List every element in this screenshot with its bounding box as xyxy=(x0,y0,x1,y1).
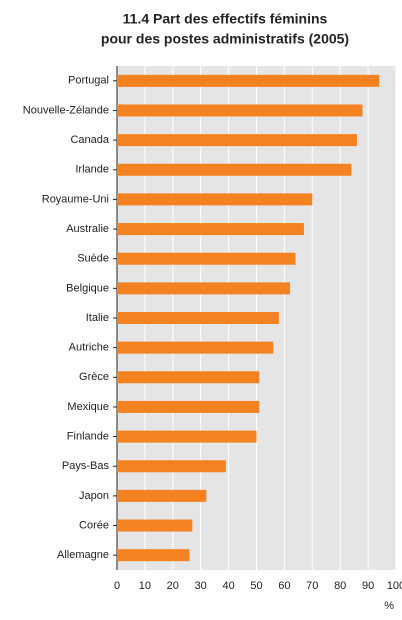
bar xyxy=(117,519,193,532)
y-tick-label: Mexique xyxy=(67,401,109,413)
x-tick-label: 0 xyxy=(114,580,120,592)
x-axis-label: % xyxy=(384,600,394,612)
bar xyxy=(117,163,352,176)
y-tick-label: Corée xyxy=(79,519,109,531)
y-tick-label: Belgique xyxy=(66,282,109,294)
y-tick-label: Japon xyxy=(79,490,109,502)
y-tick-label: Finlande xyxy=(67,430,109,442)
bar xyxy=(117,460,226,473)
x-tick-label: 90 xyxy=(362,580,374,592)
x-tick-label: 100 xyxy=(387,580,402,592)
bar xyxy=(117,430,257,443)
y-tick-label: Irlande xyxy=(75,164,109,176)
bar xyxy=(117,223,304,236)
bar xyxy=(117,282,290,295)
bar xyxy=(117,341,274,354)
bar xyxy=(117,104,363,117)
chart-title: 11.4 Part des effectifs féminins xyxy=(123,11,328,27)
x-tick-label: 10 xyxy=(139,580,151,592)
bar xyxy=(117,400,260,413)
y-tick-label: Portugal xyxy=(68,75,109,87)
y-tick-label: Allemagne xyxy=(57,549,109,561)
chart-title: pour des postes administratifs (2005) xyxy=(101,31,349,47)
y-tick-label: Royaume-Uni xyxy=(42,193,109,205)
bar xyxy=(117,312,279,324)
bar xyxy=(117,549,190,562)
y-tick-label: Pays-Bas xyxy=(62,460,110,472)
y-tick-label: Australie xyxy=(66,223,109,235)
x-tick-label: 20 xyxy=(167,580,179,592)
y-tick-label: Autriche xyxy=(69,342,109,354)
x-tick-label: 70 xyxy=(306,580,318,592)
x-tick-label: 40 xyxy=(222,580,234,592)
y-tick-label: Nouvelle-Zélande xyxy=(23,104,109,116)
x-tick-label: 80 xyxy=(334,580,346,592)
x-tick-label: 60 xyxy=(278,580,290,592)
y-tick-label: Italie xyxy=(86,312,109,324)
y-tick-label: Suède xyxy=(77,253,109,265)
bar xyxy=(117,371,260,384)
y-tick-label: Grèce xyxy=(79,371,109,383)
bar xyxy=(117,489,207,502)
bar xyxy=(117,134,357,147)
y-tick-label: Canada xyxy=(70,134,109,146)
x-tick-label: 50 xyxy=(250,580,262,592)
bar xyxy=(117,252,296,265)
bar xyxy=(117,74,380,87)
x-tick-label: 30 xyxy=(195,580,207,592)
bar xyxy=(117,193,313,206)
